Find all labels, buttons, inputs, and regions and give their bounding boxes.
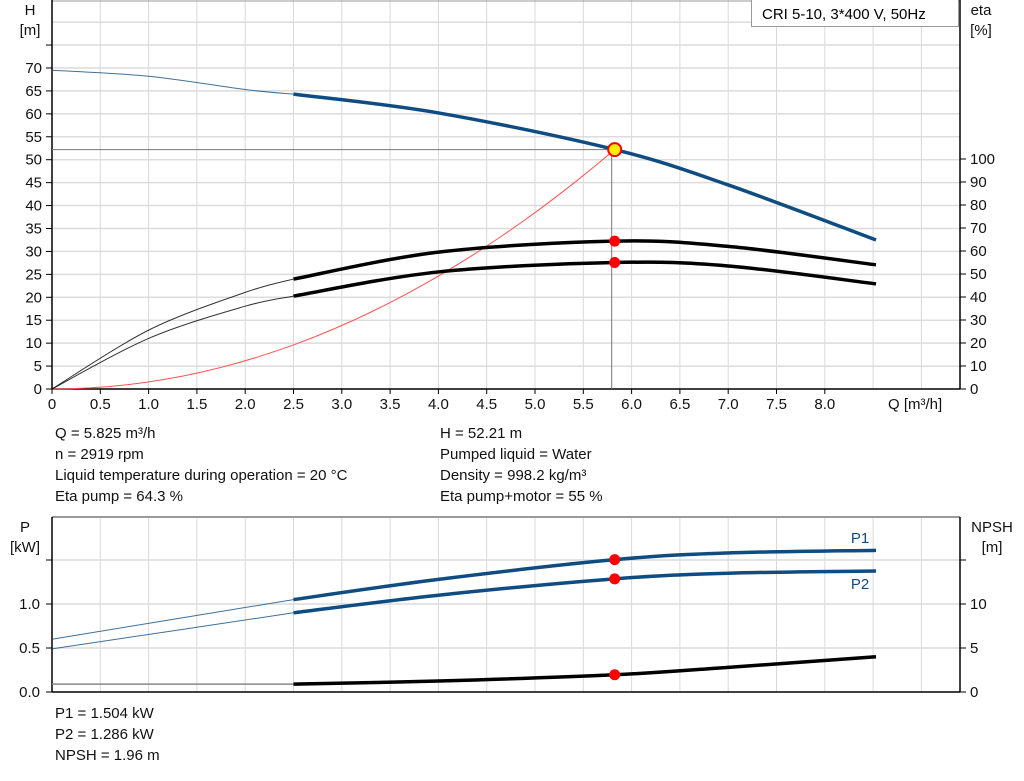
y-axis-unit: [m] — [20, 22, 41, 39]
pump-title: CRI 5-10, 3*400 V, 50Hz — [751, 0, 959, 27]
x-tick-label: 2.5 — [283, 396, 304, 413]
y-tick-label: 35 — [25, 220, 42, 237]
y2-tick-label: 60 — [970, 243, 987, 260]
y2-tick-label: 100 — [970, 151, 995, 168]
npsh-tick-label: 0 — [970, 684, 978, 701]
y-tick-label: 30 — [25, 243, 42, 260]
p-tick-label: 0.0 — [19, 684, 40, 701]
info-speed: n = 2919 rpm — [55, 446, 144, 463]
x-tick-label: 0.5 — [90, 396, 111, 413]
npsh-axis-unit: [m] — [982, 539, 1003, 556]
info-p1: P1 = 1.504 kW — [55, 705, 154, 722]
y-tick-label: 25 — [25, 266, 42, 283]
info-head: H = 52.21 m — [440, 425, 523, 442]
p-axis-unit: [kW] — [10, 539, 40, 556]
p2-curve — [293, 569, 877, 615]
duty-point-head — [607, 142, 623, 158]
y-tick-label: 0 — [34, 381, 42, 398]
y-tick-label: 5 — [34, 358, 42, 375]
p2-extrapolated — [51, 612, 294, 650]
p1-extrapolated — [51, 599, 294, 640]
x-tick-label: 0 — [48, 396, 56, 413]
p-tick-label: 1.0 — [19, 596, 40, 613]
duty-point-eta-pump-motor — [609, 257, 621, 268]
x-tick-label: 3.5 — [380, 396, 401, 413]
npsh-tick-label: 10 — [970, 596, 987, 613]
y2-tick-label: 80 — [970, 197, 987, 214]
y2-tick-label: 30 — [970, 312, 987, 329]
x-tick-label: 7.0 — [718, 396, 739, 413]
p1-curve — [293, 548, 877, 602]
y-tick-label: 20 — [25, 289, 42, 306]
y2-tick-label: 70 — [970, 220, 987, 237]
duty-point-p2 — [609, 573, 621, 585]
x-tick-label: 2.0 — [235, 396, 256, 413]
x-tick-label: 4.5 — [476, 396, 497, 413]
y-axis-label: H — [25, 2, 36, 19]
info-liquid: Pumped liquid = Water — [440, 446, 592, 463]
eta-pump-motor-curve — [293, 260, 877, 298]
x-tick-label: 6.5 — [669, 396, 690, 413]
y-tick-label: 55 — [25, 129, 42, 146]
y-tick-label: 40 — [25, 198, 42, 215]
y2-tick-label: 20 — [970, 335, 987, 352]
x-tick-label: 8.0 — [814, 396, 835, 413]
x-tick-label: 5.0 — [525, 396, 546, 413]
head-curve — [293, 92, 877, 242]
system-curve — [51, 149, 616, 390]
info-npsh: NPSH = 1.96 m — [55, 747, 160, 764]
npsh-curve — [293, 655, 877, 686]
info-eta-pump: Eta pump = 64.3 % — [55, 488, 183, 505]
y-tick-label: 60 — [25, 106, 42, 123]
y2-tick-label: 0 — [970, 381, 978, 398]
x-tick-label: 3.0 — [331, 396, 352, 413]
p-tick-label: 0.5 — [19, 640, 40, 657]
eta-pump-motor-extrapolated — [51, 295, 294, 390]
y2-axis-label: eta — [971, 2, 993, 19]
p-axis-label: P — [20, 519, 30, 536]
y-tick-label: 70 — [25, 60, 42, 77]
y-tick-label: 50 — [25, 152, 42, 169]
head-extrapolated — [51, 69, 294, 95]
info-density: Density = 998.2 kg/m³ — [440, 467, 587, 484]
y2-tick-label: 50 — [970, 266, 987, 283]
x-tick-label: 7.5 — [766, 396, 787, 413]
y2-tick-label: 10 — [970, 358, 987, 375]
info-p2: P2 = 1.286 kW — [55, 726, 154, 743]
eta-pump-extrapolated — [51, 278, 294, 390]
y-tick-label: 10 — [25, 335, 42, 352]
x-tick-label: 5.5 — [573, 396, 594, 413]
p2-series-label: P2 — [851, 576, 869, 593]
y-tick-label: 65 — [25, 83, 42, 100]
info-eta-pump-motor: Eta pump+motor = 55 % — [440, 488, 603, 505]
y2-axis-unit: [%] — [970, 22, 992, 39]
y-tick-label: 45 — [25, 175, 42, 192]
x-axis-label: Q [m³/h] — [888, 396, 942, 413]
p1-series-label: P1 — [851, 530, 869, 547]
duty-point-npsh — [609, 669, 621, 681]
duty-point-p1 — [609, 554, 621, 566]
x-tick-label: 1.0 — [138, 396, 159, 413]
info-temperature: Liquid temperature during operation = 20… — [55, 467, 348, 484]
y-tick-label: 15 — [25, 312, 42, 329]
x-tick-label: 1.5 — [186, 396, 207, 413]
x-tick-label: 4.0 — [428, 396, 449, 413]
y2-tick-label: 90 — [970, 174, 987, 191]
info-q: Q = 5.825 m³/h — [55, 425, 156, 442]
npsh-axis-label: NPSH — [971, 519, 1013, 536]
duty-point-eta-pump — [609, 235, 621, 247]
y2-tick-label: 40 — [970, 289, 987, 306]
x-tick-label: 6.0 — [621, 396, 642, 413]
npsh-tick-label: 5 — [970, 640, 978, 657]
